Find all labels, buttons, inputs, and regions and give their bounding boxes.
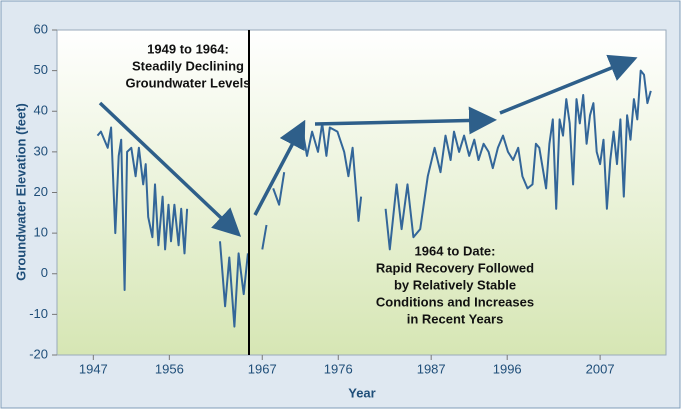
annotation: Conditions and Increases	[376, 294, 534, 309]
arrow	[314, 106, 497, 135]
annotation: Groundwater Levels	[126, 75, 251, 90]
x-axis-title: Year	[348, 385, 375, 400]
x-tick-label: 1967	[248, 361, 277, 376]
y-tick-label: 20	[34, 184, 48, 199]
annotation: by Relatively Stable	[394, 277, 516, 292]
annotation: Steadily Declining	[132, 58, 244, 73]
x-tick-label: 2007	[586, 361, 615, 376]
annotation: 1949 to 1964:	[147, 41, 229, 56]
y-tick-label: 60	[34, 21, 48, 36]
arrow	[253, 119, 306, 216]
y-axis-title: Groundwater Elevation (feet)	[13, 103, 28, 281]
y-tick-label: 50	[34, 62, 48, 77]
x-tick-label: 1976	[324, 361, 353, 376]
y-tick-label: 40	[34, 103, 48, 118]
annotation: Rapid Recovery Followed	[376, 260, 534, 275]
x-tick-label: 1947	[79, 361, 108, 376]
annotation: in Recent Years	[407, 311, 504, 326]
arrows	[98, 54, 638, 237]
y-tick-label: -10	[29, 306, 48, 321]
x-tick-label: 1996	[493, 361, 522, 376]
data-line	[96, 69, 652, 328]
marks	[96, 69, 652, 328]
arrow	[98, 101, 242, 237]
arrow	[499, 54, 638, 115]
plot-area	[56, 29, 667, 356]
x-tick-label: 1987	[417, 361, 446, 376]
y-tick-label: 0	[41, 265, 48, 280]
annotation: 1964 to Date:	[415, 243, 496, 258]
y-tick-label: 30	[34, 143, 48, 158]
y-tick-label: 10	[34, 225, 48, 240]
y-tick-label: -20	[29, 346, 48, 361]
x-tick-label: 1956	[155, 361, 184, 376]
